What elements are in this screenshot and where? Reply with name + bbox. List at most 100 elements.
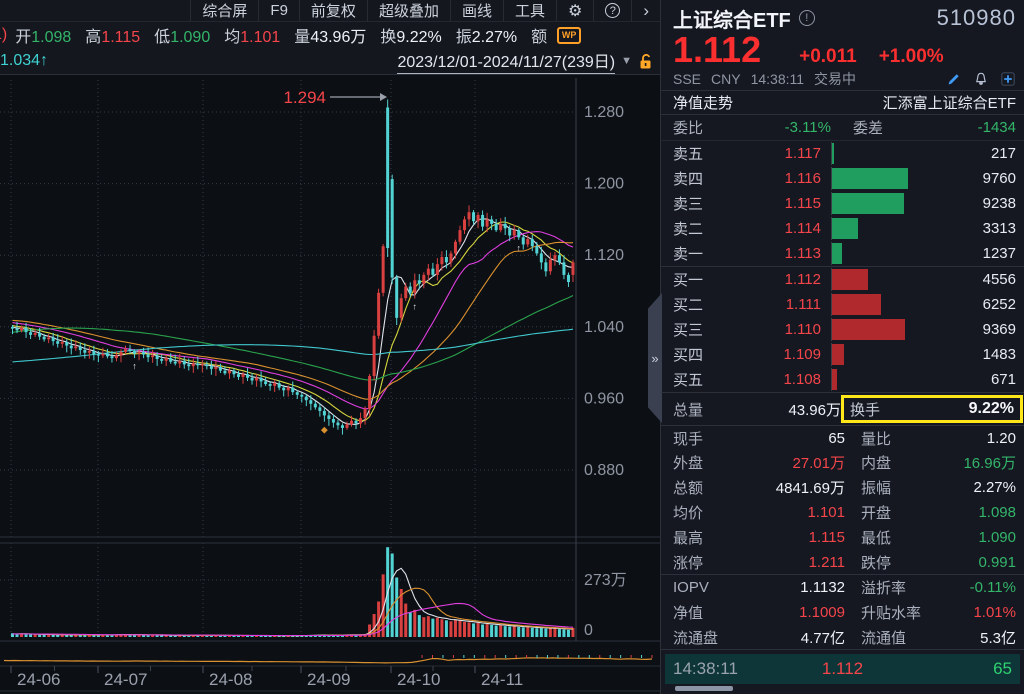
bid-row-买一[interactable]: 买一 1.112 4556: [673, 267, 1016, 292]
wp-tool-icon[interactable]: WP: [557, 26, 582, 44]
menu-item-1[interactable]: 综合屏: [190, 0, 258, 21]
depth-bar: [832, 269, 868, 290]
level-label: 买三: [673, 322, 704, 339]
turnover-value: 9.22%: [968, 400, 1014, 417]
stat-value: 1.01%: [973, 604, 1016, 621]
quote-stat-量: 量43.96万: [294, 29, 367, 46]
signal-marker-icon: ↑: [516, 243, 521, 253]
stat-label: 涨停: [673, 554, 704, 572]
depth-bar-zone: [831, 242, 911, 265]
menu-item-3[interactable]: 前复权: [298, 0, 367, 21]
gear-icon[interactable]: ⚙: [555, 0, 593, 21]
date-range-selector[interactable]: 2023/12/01-2024/11/27(239日): [397, 48, 616, 74]
tick-volume: 65: [993, 659, 1012, 678]
total-volume-label: 总量: [673, 401, 704, 419]
stat-row-IOPV: IOPV 1.1132 溢折率 -0.11%: [661, 575, 1024, 600]
level-label: 买四: [673, 347, 704, 364]
ask-row-卖二[interactable]: 卖二 1.114 3313: [673, 216, 1016, 241]
level-volume: 9760: [982, 170, 1016, 187]
stat-value: -0.11%: [969, 579, 1016, 596]
menu-item-2[interactable]: F9: [258, 0, 299, 21]
date-range-bar: 1.034↑ 2023/12/01-2024/11/27(239日) ▼: [0, 48, 660, 75]
edit-icon[interactable]: [945, 71, 962, 87]
tab-nav-trend[interactable]: 净值走势: [673, 95, 734, 112]
depth-bar: [832, 319, 905, 340]
horizontal-scrollbar[interactable]: [675, 686, 733, 691]
x-axis-month-label: 24-11: [481, 670, 523, 689]
stats-grid: 现手 65 量比 1.20 外盘 27.01万 内盘 16.96万 总额 4841.69万 振幅 2.…: [661, 425, 1024, 650]
signal-marker-icon: ↑: [413, 301, 418, 311]
add-to-watchlist-icon[interactable]: [999, 71, 1016, 87]
last-price: 1.112: [673, 29, 762, 70]
stat-label: 流通盘: [673, 629, 719, 647]
depth-bar: [832, 143, 834, 164]
y-axis-tick: 1.120: [584, 247, 624, 264]
x-axis-month-label: 24-07: [104, 670, 147, 689]
level-label: 买五: [673, 372, 704, 389]
depth-bar-zone: [831, 318, 911, 341]
stat-row-流通盘: 流通盘 4.77亿 流通值 5.3亿: [661, 625, 1024, 650]
price-change: +0.011: [799, 46, 857, 67]
quote-prefix: 1): [0, 26, 8, 43]
level-label: 卖四: [673, 171, 704, 188]
peak-annotation: 1.294: [283, 88, 326, 107]
stat-row-现手: 现手 65 量比 1.20: [661, 425, 1024, 450]
trading-status: 交易中: [814, 71, 857, 87]
depth-bar-zone: [831, 368, 911, 391]
stat-value: 27.01万: [792, 455, 845, 472]
weibi-label: 委比: [673, 120, 704, 137]
y-axis-tick: 0.960: [584, 390, 624, 407]
level-price: 1.113: [784, 245, 821, 262]
bid-row-买三[interactable]: 买三 1.110 9369: [673, 317, 1016, 342]
bid-row-买四[interactable]: 买四 1.109 1483: [673, 342, 1016, 367]
totals-row: 总量 43.96万 换手 9.22%: [661, 392, 1024, 425]
help-icon[interactable]: ?: [593, 0, 631, 21]
menu-item-6[interactable]: 工具: [502, 0, 556, 21]
quote-stats-bar: 1) 开1.098 高1.115 低1.090 均1.101 量43.96万换9.22%…: [0, 22, 660, 48]
panel-collapse-handle[interactable]: »: [648, 293, 662, 423]
tick-price: 1.112: [821, 659, 864, 678]
stat-label: 外盘: [673, 455, 704, 472]
candlestick-chart[interactable]: ↑ ◆ ↑ ↑ 1.294 1.280 1.200 1.120 1.040 0.960 0.880 2…: [0, 75, 660, 694]
unlock-icon[interactable]: [638, 53, 654, 70]
left-price-value: 1.034: [0, 52, 41, 69]
latest-tick-row[interactable]: 14:38:11 1.112 65: [665, 654, 1020, 684]
y-axis-tick: 0.880: [584, 462, 624, 479]
bid-row-买二[interactable]: 买二 1.111 6252: [673, 292, 1016, 317]
level-label: 卖五: [673, 146, 704, 163]
instrument-code: 510980: [936, 5, 1016, 30]
depth-bar-zone: [831, 293, 911, 316]
stat-value: 1.1009: [799, 604, 845, 621]
chevron-down-icon[interactable]: ▼: [621, 55, 632, 67]
quote-stat-开: 开1.098: [15, 29, 72, 46]
stat-label: 现手: [673, 430, 704, 448]
signal-marker-icon: ◆: [321, 425, 328, 435]
stat-label: IOPV: [673, 579, 709, 596]
bid-row-买五[interactable]: 买五 1.108 671: [673, 367, 1016, 392]
menu-item-4[interactable]: 超级叠加: [366, 0, 450, 21]
volume-axis-tick: 0: [584, 622, 593, 639]
fund-full-name[interactable]: 汇添富上证综合ETF: [882, 95, 1016, 112]
info-icon[interactable]: !: [798, 10, 815, 26]
stat-value: 1.115: [808, 529, 845, 546]
stat-value: 4841.69万: [775, 480, 845, 497]
stat-value: 16.96万: [963, 455, 1016, 472]
level-label: 买一: [673, 272, 704, 289]
ask-row-卖三[interactable]: 卖三 1.115 9238: [673, 191, 1016, 216]
level-price: 1.112: [784, 271, 821, 288]
alert-bell-icon[interactable]: [972, 71, 989, 87]
depth-bar: [832, 344, 844, 365]
level-volume: 1483: [982, 346, 1016, 363]
menu-item-5[interactable]: 画线: [449, 0, 503, 21]
level-price: 1.108: [783, 371, 821, 388]
ask-row-卖一[interactable]: 卖一 1.113 1237: [673, 241, 1016, 266]
ask-row-卖五[interactable]: 卖五 1.117 217: [673, 141, 1016, 166]
level-price: 1.116: [784, 170, 821, 187]
depth-bar-zone: [831, 343, 911, 366]
level-label: 买二: [673, 297, 704, 314]
ask-row-卖四[interactable]: 卖四 1.116 9760: [673, 166, 1016, 191]
stat-label: 开盘: [861, 505, 892, 522]
chevron-right-icon[interactable]: ›: [631, 0, 660, 21]
stat-row-总额: 总额 4841.69万 振幅 2.27%: [661, 475, 1024, 500]
stat-label: 溢折率: [861, 580, 907, 597]
